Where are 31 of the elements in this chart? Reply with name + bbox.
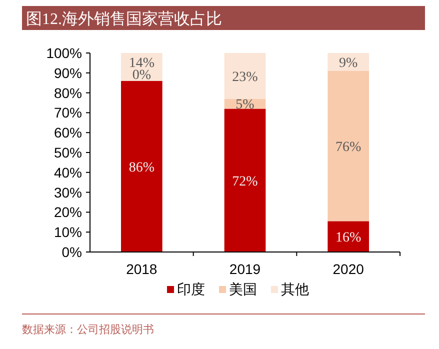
data-label: 72%: [232, 174, 258, 190]
legend-label: 印度: [177, 282, 205, 298]
bar: [224, 53, 266, 99]
y-tick-label: 20%: [54, 204, 82, 220]
x-tick-label: 2020: [332, 261, 364, 277]
y-tick-label: 70%: [54, 104, 82, 121]
data-label: 23%: [232, 70, 258, 85]
bar: [328, 221, 369, 252]
data-label: 5%: [236, 98, 255, 113]
data-label: 86%: [128, 160, 155, 176]
legend-label: 其他: [281, 282, 309, 298]
y-tick-label: 90%: [54, 64, 82, 81]
x-tick-label: 2018: [126, 261, 158, 277]
y-tick-label: 50%: [54, 144, 82, 160]
y-tick-label: 60%: [54, 124, 82, 141]
y-tick-label: 80%: [54, 84, 82, 101]
bar: [328, 70, 369, 222]
legend-label: 美国: [229, 282, 257, 298]
data-label: 9%: [338, 56, 358, 71]
bar: [224, 108, 266, 252]
y-tick-label: 100%: [46, 45, 82, 61]
data-label: 76%: [335, 140, 362, 155]
source-note: 数据来源：公司招股说明书: [22, 323, 154, 336]
y-tick-label: 30%: [54, 184, 82, 200]
y-tick-label: 0%: [62, 244, 82, 260]
bar: [121, 80, 162, 252]
y-tick-label: 10%: [54, 224, 82, 240]
data-label: 16%: [335, 230, 362, 246]
y-tick-label: 40%: [54, 164, 82, 180]
x-tick-label: 2019: [229, 261, 261, 277]
chart-title: 图12.海外销售国家营收占比: [26, 10, 222, 28]
